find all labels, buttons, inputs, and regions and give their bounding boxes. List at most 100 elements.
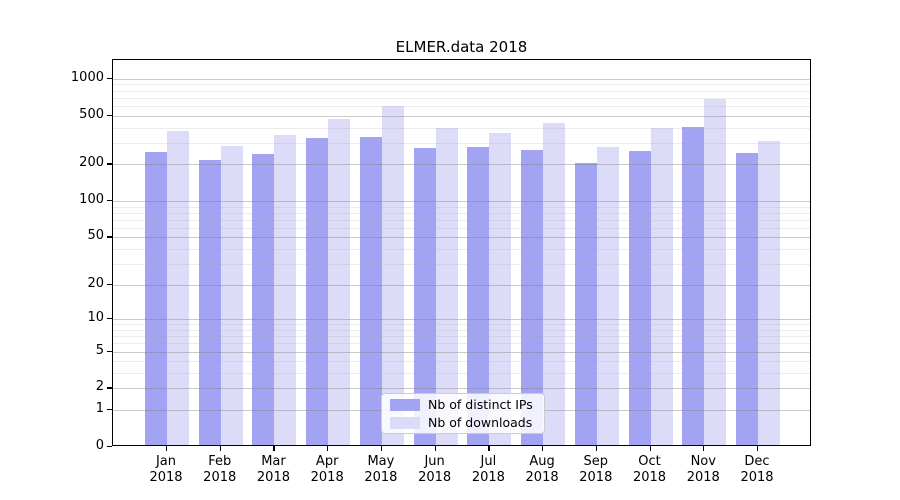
x-tick-mark [219, 446, 221, 451]
x-tick-label-nov: Nov 2018 [686, 454, 720, 485]
y-tick-mark [107, 163, 112, 165]
bar-downloads-may [381, 106, 404, 445]
legend-item-distinct-ips: Nb of distinct IPs [390, 397, 536, 412]
bar-downloads-mar [274, 135, 297, 445]
y-tick-label: 20 [87, 275, 104, 291]
y-tick-label: 50 [87, 228, 104, 244]
y-tick-label: 200 [79, 155, 104, 171]
x-tick-mark [434, 446, 436, 451]
x-tick-label-jan: Jan 2018 [149, 454, 183, 485]
bar-downloads-jan [167, 131, 189, 445]
gridline-minor [113, 84, 810, 86]
x-tick-label-oct: Oct 2018 [632, 454, 667, 485]
x-tick-label-jun: Jun 2018 [418, 454, 452, 485]
gridline-minor [113, 336, 810, 338]
x-tick-label-mar: Mar 2018 [256, 454, 290, 485]
gridline-major [113, 78, 810, 80]
gridline-minor [113, 142, 810, 144]
y-tick-mark [107, 283, 112, 285]
bar-distinct-ips-oct [628, 150, 651, 445]
y-tick-mark [107, 236, 112, 238]
bar-distinct-ips-apr [306, 138, 329, 445]
legend-swatch-downloads-icon [390, 416, 420, 429]
gridline-minor [113, 206, 810, 208]
gridline-major [113, 164, 810, 166]
y-tick-label: 1 [95, 401, 104, 417]
bar-downloads-apr [328, 118, 351, 445]
y-tick-label: 1000 [70, 69, 104, 85]
bar-distinct-ips-jul [467, 147, 490, 445]
bar-distinct-ips-sep [574, 163, 597, 445]
chart-title: ELMER.data 2018 [395, 38, 528, 56]
gridline-major [113, 284, 810, 286]
y-tick-label: 10 [87, 310, 104, 326]
gridline-minor [113, 227, 810, 229]
gridline-minor [113, 329, 810, 331]
y-tick-mark [107, 114, 112, 116]
x-tick-label-jul: Jul 2018 [471, 454, 505, 485]
x-tick-mark [595, 446, 597, 451]
y-tick-mark [107, 446, 112, 448]
y-tick-label: 0 [95, 438, 104, 453]
bar-downloads-aug [543, 122, 566, 445]
gridline-major [113, 115, 810, 117]
y-tick-mark [107, 350, 112, 352]
x-tick-mark [327, 446, 329, 451]
x-tick-mark [649, 446, 651, 451]
bar-distinct-ips-mar [252, 154, 275, 445]
x-tick-mark [380, 446, 383, 451]
y-tick-label: 2 [95, 379, 104, 395]
x-tick-mark [703, 446, 705, 451]
bar-distinct-ips-nov [682, 126, 705, 445]
gridline-minor [113, 249, 810, 251]
bar-distinct-ips-may [359, 136, 382, 445]
y-tick-label: 100 [79, 192, 104, 208]
x-tick-mark [488, 446, 490, 451]
y-tick-label: 5 [95, 342, 104, 358]
gridline-minor [113, 106, 810, 108]
bar-distinct-ips-dec [736, 153, 758, 445]
legend-label-distinct-ips: Nb of distinct IPs [428, 397, 533, 412]
gridline-major [113, 351, 810, 353]
gridline-major [113, 237, 810, 239]
gridline-major [113, 388, 810, 390]
plot-area [112, 59, 811, 446]
gridline-minor [113, 343, 810, 345]
y-tick-mark [107, 409, 112, 411]
x-tick-mark [273, 446, 275, 451]
bar-downloads-feb [220, 146, 243, 445]
gridline-major [113, 201, 810, 203]
legend-swatch-distinct-ips-icon [390, 398, 420, 411]
gridline-minor [113, 219, 810, 221]
bar-distinct-ips-jan [145, 152, 167, 445]
y-tick-label: 500 [79, 106, 104, 122]
y-tick-mark [107, 318, 112, 320]
x-tick-label-sep: Sep 2018 [579, 454, 613, 485]
x-tick-label-feb: Feb 2018 [203, 454, 237, 485]
bar-distinct-ips-aug [521, 149, 544, 445]
bar-downloads-dec [758, 141, 780, 445]
bar-downloads-nov [704, 98, 727, 445]
bar-distinct-ips-feb [198, 159, 221, 445]
x-tick-label-apr: Apr 2018 [310, 454, 344, 485]
gridline-minor [113, 97, 810, 99]
bar-downloads-jul [489, 133, 512, 445]
legend-item-downloads: Nb of downloads [390, 415, 536, 430]
y-tick-mark [107, 77, 112, 80]
gridline-minor [113, 324, 810, 326]
x-tick-mark [166, 446, 168, 451]
bar-downloads-jun [435, 128, 458, 445]
y-tick-mark [107, 387, 112, 389]
x-tick-mark [542, 446, 544, 451]
bar-downloads-oct [650, 128, 673, 445]
bar-downloads-sep [596, 147, 619, 445]
gridline-major [113, 319, 810, 321]
legend: Nb of distinct IPs Nb of downloads [381, 393, 545, 434]
x-tick-label-aug: Aug 2018 [525, 454, 559, 485]
bar-distinct-ips-jun [413, 148, 436, 445]
gridline-minor [113, 127, 810, 129]
gridline-minor [113, 361, 810, 363]
gridline-minor [113, 264, 810, 265]
x-tick-mark [757, 446, 759, 451]
